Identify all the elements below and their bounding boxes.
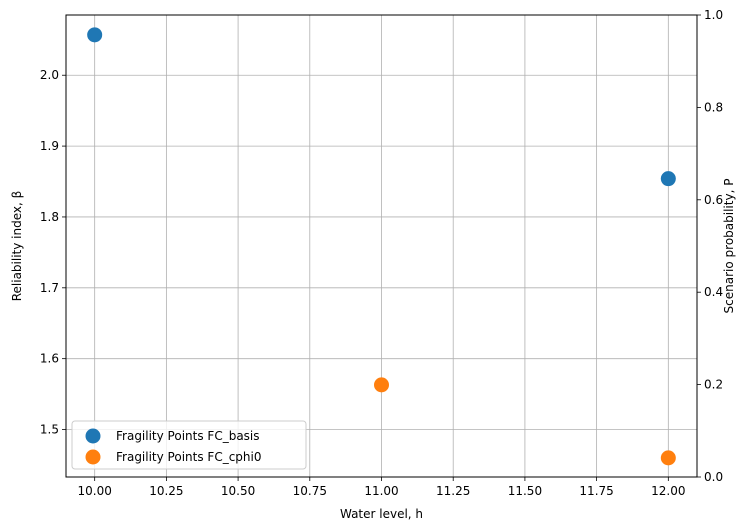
y-tick-label: 1.8 (40, 210, 59, 224)
x-tick-label: 10.75 (293, 484, 327, 498)
x-tick-label: 11.50 (508, 484, 542, 498)
x-tick-label: 11.00 (364, 484, 398, 498)
y2-tick-label: 0.8 (704, 100, 723, 114)
x-tick-label: 11.75 (579, 484, 613, 498)
grid-layer (66, 15, 697, 477)
y-axis-label: Reliability index, β (10, 191, 24, 302)
data-point (660, 171, 676, 187)
legend-label: Fragility Points FC_basis (116, 429, 260, 443)
y-tick-label: 1.9 (40, 139, 59, 153)
data-points (87, 27, 676, 466)
legend-box (71, 420, 307, 470)
x-tick-label: 12.00 (651, 484, 685, 498)
tick-layer: 10.00 10.25 10.50 10.75 11.00 11.25 11.50 11.75… (40, 8, 723, 498)
legend: Fragility Points FC_basis Fragility Point… (71, 420, 307, 470)
y2-tick-label: 0.4 (704, 285, 723, 299)
data-point (660, 450, 676, 466)
y2-tick-label: 0.0 (704, 470, 723, 484)
legend-marker (85, 428, 101, 444)
x-tick-label: 11.25 (436, 484, 470, 498)
y2-axis-label: Scenario probability, P (722, 179, 736, 314)
x-tick-label: 10.00 (78, 484, 112, 498)
y-tick-label: 1.7 (40, 281, 59, 295)
data-point (374, 377, 389, 393)
y-tick-label: 1.6 (40, 352, 59, 366)
x-axis-label: Water level, h (340, 507, 423, 521)
y2-tick-label: 0.2 (704, 378, 723, 392)
y-tick-label: 1.5 (40, 423, 59, 437)
x-tick-label: 10.50 (221, 484, 255, 498)
y-tick-label: 2.0 (40, 68, 59, 82)
legend-label: Fragility Points FC_cphi0 (116, 450, 262, 464)
legend-marker (85, 449, 101, 465)
y2-tick-label: 1.0 (704, 8, 723, 22)
x-tick-label: 10.25 (149, 484, 183, 498)
data-point (87, 27, 103, 43)
y2-tick-label: 0.6 (704, 193, 723, 207)
